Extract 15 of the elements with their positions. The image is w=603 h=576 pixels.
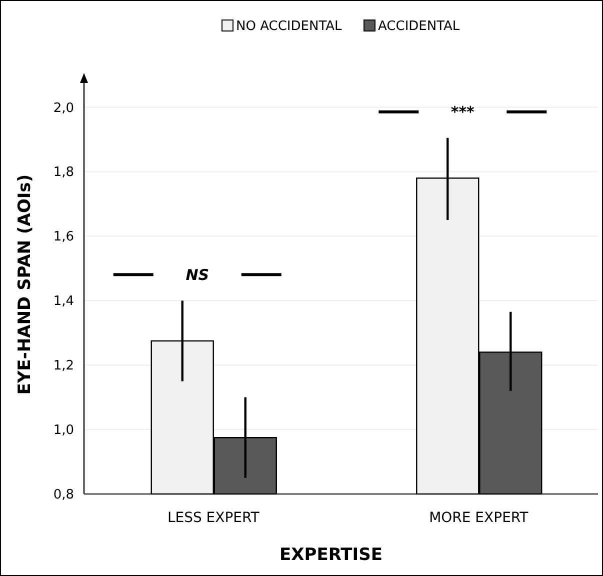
y-axis-title: EYE-HAND SPAN (AOIs): [15, 174, 35, 395]
annotation: NS: [186, 266, 210, 284]
legend-label: ACCIDENTAL: [378, 19, 460, 34]
x-tick-label: LESS EXPERT: [167, 510, 260, 526]
legend-label: NO ACCIDENTAL: [236, 19, 343, 34]
y-tick-label: 2,0: [53, 100, 74, 116]
y-tick-label: 1,6: [53, 230, 74, 245]
y-tick-label: 0,8: [53, 488, 74, 503]
x-tick-label: MORE EXPERT: [429, 510, 529, 526]
x-axis-title: EXPERTISE: [280, 545, 382, 565]
y-tick-label: 1,2: [53, 358, 74, 374]
y-tick-label: 1,8: [53, 165, 74, 180]
y-tick-label: 1,0: [53, 423, 74, 438]
annotation: ***: [450, 103, 475, 122]
y-tick-label: 1,4: [53, 294, 74, 310]
